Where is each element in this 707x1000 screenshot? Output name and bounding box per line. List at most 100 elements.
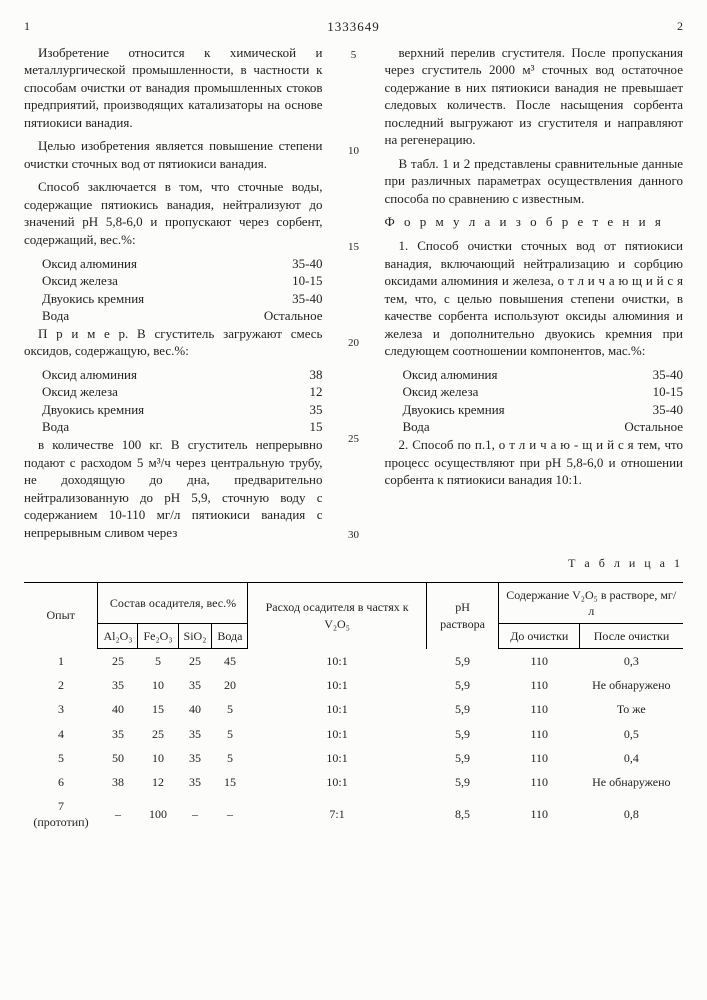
para: Способ заключается в том, что сточные во…	[24, 178, 323, 248]
table-cell: 50	[98, 746, 138, 770]
composition-list: Оксид алюминия35-40 Оксид железа10-15 Дв…	[24, 255, 323, 325]
comp-row: Оксид железа10-15	[385, 383, 684, 401]
table-cell: –	[98, 794, 138, 834]
table-cell: 10:1	[248, 697, 426, 721]
col-subheader: После очистки	[580, 623, 683, 648]
table-cell: 4	[24, 722, 98, 746]
table-cell: 110	[499, 697, 580, 721]
para: в количестве 100 кг. В сгуститель непрер…	[24, 436, 323, 541]
table-cell: 10:1	[248, 673, 426, 697]
line-num: 10	[348, 144, 359, 159]
table-cell: 0,3	[580, 649, 683, 674]
para: Изобретение относится к химической и мет…	[24, 44, 323, 132]
left-column: Изобретение относится к химической и мет…	[24, 44, 323, 548]
table-cell: 8,5	[426, 794, 499, 834]
table-cell: 10:1	[248, 770, 426, 794]
patent-number: 1333649	[327, 18, 380, 36]
table-cell: 5	[212, 697, 248, 721]
table-cell: 15	[138, 697, 178, 721]
table-cell: 12	[138, 770, 178, 794]
col-header: Расход осадителя в частях к V₂O₅	[248, 582, 426, 649]
table-cell: 38	[98, 770, 138, 794]
table-cell: 5	[212, 722, 248, 746]
col-subheader: SiO₂	[178, 623, 212, 648]
line-num: 25	[348, 432, 359, 447]
table-cell: 110	[499, 722, 580, 746]
comp-row: Оксид алюминия35-40	[24, 255, 323, 273]
col-subheader: Вода	[212, 623, 248, 648]
para: В табл. 1 и 2 представлены сравнительные…	[385, 155, 684, 208]
table-cell: 10:1	[248, 649, 426, 674]
table-cell: 35	[178, 673, 212, 697]
comp-row: ВодаОстальное	[24, 307, 323, 325]
table-cell: 0,5	[580, 722, 683, 746]
table-cell: –	[178, 794, 212, 834]
table-cell: 1	[24, 649, 98, 674]
table-cell: 35	[98, 722, 138, 746]
table-row: 63812351510:15,9110Не обнаружено	[24, 770, 683, 794]
comp-row: Оксид железа10-15	[24, 272, 323, 290]
table-cell: 10	[138, 673, 178, 697]
table-cell: 3	[24, 697, 98, 721]
comp-row: Двуокись кремния35-40	[385, 401, 684, 419]
col-subheader: Fe₂O₃	[138, 623, 178, 648]
two-column-body: Изобретение относится к химической и мет…	[24, 44, 683, 548]
table-body: 1255254510:15,91100,323510352010:15,9110…	[24, 649, 683, 835]
page-right: 2	[677, 18, 683, 36]
table-cell: 10:1	[248, 746, 426, 770]
table-cell: 25	[178, 649, 212, 674]
col-header: Опыт	[24, 582, 98, 649]
table-cell: 5,9	[426, 722, 499, 746]
table-cell: 5,9	[426, 673, 499, 697]
table-cell: То же	[580, 697, 683, 721]
table-cell: 7:1	[248, 794, 426, 834]
table-cell: 110	[499, 673, 580, 697]
comp-row: ВодаОстальное	[385, 418, 684, 436]
comp-row: Оксид алюминия38	[24, 366, 323, 384]
table-cell: 0,8	[580, 794, 683, 834]
table-cell: 25	[138, 722, 178, 746]
table-row: 4352535510:15,91100,5	[24, 722, 683, 746]
table-cell: 2	[24, 673, 98, 697]
table-cell: 20	[212, 673, 248, 697]
table-cell: 35	[178, 746, 212, 770]
table-cell: 10	[138, 746, 178, 770]
para: 2. Способ по п.1, о т л и ч а ю - щ и й …	[385, 436, 684, 489]
table-cell: 7 (прототип)	[24, 794, 98, 834]
para: П р и м е р. В сгуститель загружают смес…	[24, 325, 323, 360]
comp-row: Двуокись кремния35-40	[24, 290, 323, 308]
table-row-prototype: 7 (прототип)–100––7:18,51100,8	[24, 794, 683, 834]
col-header: Содержание V₂O₅ в растворе, мг/л	[499, 582, 683, 623]
table-row: 3401540510:15,9110То же	[24, 697, 683, 721]
table-cell: 15	[212, 770, 248, 794]
line-number-gutter: 5 10 15 20 25 30	[345, 44, 363, 548]
para: 1. Способ очистки сточных вод от пятиоки…	[385, 237, 684, 360]
table-cell: 5,9	[426, 770, 499, 794]
header-row: 1 1333649 2	[24, 18, 683, 36]
table-row: 23510352010:15,9110Не обнаружено	[24, 673, 683, 697]
table-cell: 110	[499, 794, 580, 834]
composition-list: Оксид алюминия38 Оксид железа12 Двуокись…	[24, 366, 323, 436]
data-table: Опыт Состав осадителя, вес.% Расход осад…	[24, 582, 683, 835]
table-cell: 40	[178, 697, 212, 721]
table-cell: 6	[24, 770, 98, 794]
para: Целью изобретения является повышение сте…	[24, 137, 323, 172]
table-cell: 110	[499, 649, 580, 674]
table-head: Опыт Состав осадителя, вес.% Расход осад…	[24, 582, 683, 649]
table-cell: 35	[178, 770, 212, 794]
table-cell: 5,9	[426, 697, 499, 721]
table-cell: 5,9	[426, 746, 499, 770]
table-row: 1255254510:15,91100,3	[24, 649, 683, 674]
right-column: верхний перелив сгустителя. После пропус…	[385, 44, 684, 548]
table-cell: –	[212, 794, 248, 834]
table-cell: 5	[138, 649, 178, 674]
line-num: 15	[348, 240, 359, 255]
col-header: Состав осадителя, вес.%	[98, 582, 248, 623]
table-cell: 10:1	[248, 722, 426, 746]
table-cell: 35	[178, 722, 212, 746]
line-num: 20	[348, 336, 359, 351]
line-num: 5	[351, 48, 357, 63]
table-cell: 100	[138, 794, 178, 834]
table-cell: 35	[98, 673, 138, 697]
col-header: pH раствора	[426, 582, 499, 649]
